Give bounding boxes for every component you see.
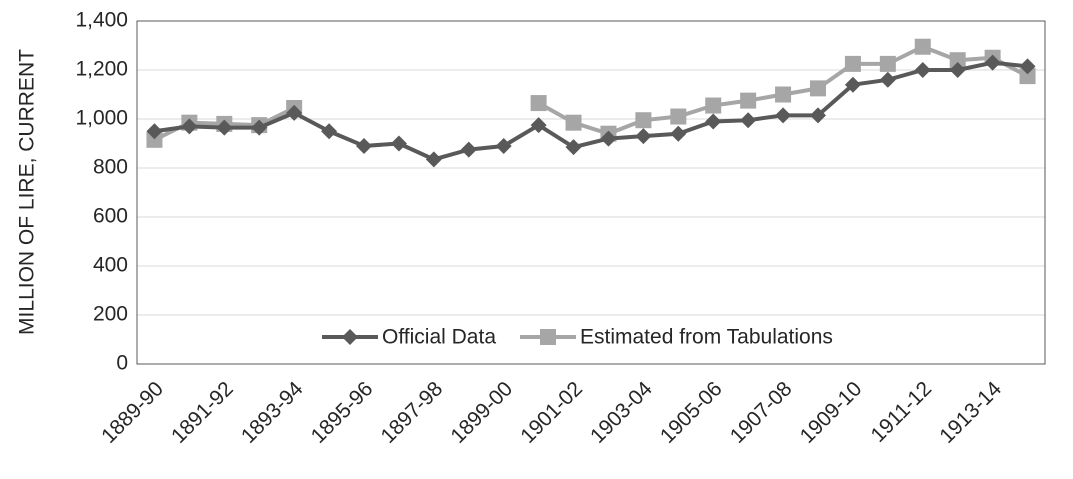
- x-tick-label: 1891-92: [167, 377, 238, 448]
- data-point: [495, 137, 512, 154]
- data-point: [844, 55, 861, 72]
- data-point: [879, 55, 896, 72]
- x-tick-label: 1897-98: [377, 377, 448, 448]
- legend-marker: [540, 329, 556, 345]
- x-tick-label: 1889-90: [97, 377, 168, 448]
- data-point: [635, 112, 652, 129]
- data-point: [810, 107, 826, 124]
- data-point: [670, 108, 687, 125]
- data-point: [286, 104, 303, 121]
- y-tick-label: 1,200: [75, 58, 128, 81]
- data-point: [1019, 68, 1036, 85]
- x-tick-label: 1913-14: [935, 377, 1006, 448]
- data-point: [356, 137, 372, 154]
- data-point: [600, 130, 617, 147]
- legend-marker: [342, 329, 358, 345]
- data-point: [914, 38, 931, 55]
- data-point: [740, 112, 757, 129]
- series-line: [153, 44, 1029, 142]
- data-point: [984, 54, 1001, 71]
- data-point: [530, 117, 547, 134]
- x-tick-label: 1903-04: [586, 377, 657, 448]
- data-point: [705, 113, 722, 130]
- x-tick-label: 1909-10: [796, 377, 867, 448]
- x-tick-label: 1895-96: [307, 377, 378, 448]
- x-tick-label: 1899-00: [446, 377, 517, 448]
- data-point: [670, 125, 687, 142]
- legend-label: Estimated from Tabulations: [580, 326, 833, 349]
- data-point: [810, 80, 826, 97]
- data-point: [390, 135, 407, 152]
- y-tick-label: 600: [93, 205, 128, 228]
- x-tick-label: 1907-08: [726, 377, 797, 448]
- data-point: [844, 76, 861, 93]
- y-tick-label: 1,400: [75, 9, 128, 32]
- y-tick-label: 400: [93, 254, 128, 277]
- data-point: [425, 151, 442, 168]
- y-axis-title: MILLION OF LIRE, CURRENT: [16, 49, 39, 335]
- data-point: [775, 86, 792, 103]
- y-tick-label: 200: [93, 303, 128, 326]
- y-tick-label: 800: [93, 156, 128, 179]
- data-point: [146, 123, 163, 140]
- y-tick-label: 0: [116, 352, 128, 375]
- data-point: [775, 107, 792, 124]
- data-point: [705, 97, 722, 114]
- data-point: [460, 141, 477, 158]
- data-point: [949, 62, 966, 78]
- legend-label: Official Data: [382, 326, 496, 349]
- x-tick-label: 1901-02: [516, 377, 587, 448]
- data-point: [321, 123, 338, 140]
- data-point: [914, 62, 931, 78]
- data-point: [530, 95, 547, 112]
- data-point: [949, 52, 966, 69]
- data-point: [181, 118, 198, 135]
- x-tick-label: 1893-94: [237, 377, 308, 448]
- x-tick-label: 1911-12: [867, 377, 937, 447]
- y-tick-label: 1,000: [75, 107, 128, 130]
- data-point: [1019, 58, 1036, 75]
- plot-frame: [136, 20, 1046, 365]
- data-point: [216, 119, 233, 136]
- data-point: [146, 131, 163, 148]
- data-point: [565, 114, 582, 131]
- data-point: [565, 139, 582, 156]
- data-point: [251, 119, 268, 136]
- x-tick-label: 1905-06: [656, 377, 727, 448]
- data-point: [879, 71, 896, 88]
- data-point: [635, 128, 652, 145]
- data-point: [740, 92, 757, 109]
